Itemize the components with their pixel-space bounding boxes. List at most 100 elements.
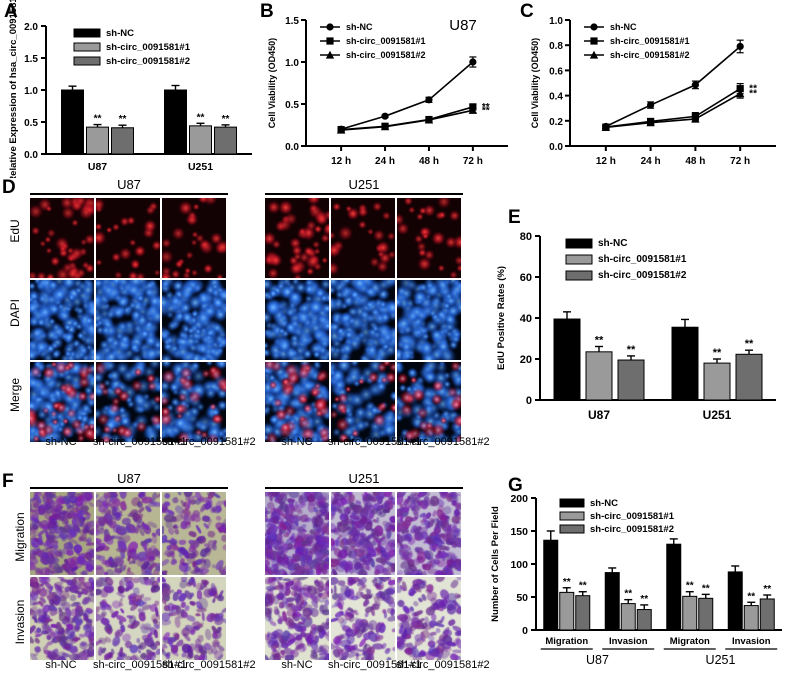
panel-d-image-merge-u251-2	[397, 362, 461, 442]
svg-text:Relative Expression of hsa_cir: Relative Expression of hsa_circ_0091581	[8, 0, 19, 178]
svg-text:sh-circ_0091581#1: sh-circ_0091581#1	[598, 254, 687, 265]
panel-f-image-invasion-u87-2	[162, 577, 226, 660]
panel-d-image-edu-u251-0	[265, 198, 329, 278]
svg-text:60: 60	[520, 272, 532, 284]
panel-d-image-dapi-u251-0	[265, 280, 329, 360]
panel-f-image-invasion-u251-0	[265, 577, 329, 660]
panel-d-image-merge-u87-0	[30, 362, 94, 442]
svg-text:Cell Viability (OD450): Cell Viability (OD450)	[267, 38, 277, 128]
svg-text:sh-circ_0091581#2: sh-circ_0091581#2	[106, 56, 190, 67]
svg-text:**: **	[222, 114, 230, 125]
svg-text:**: **	[197, 112, 205, 123]
panel-f-row-label-migration: Migration	[13, 512, 27, 562]
svg-text:48 h: 48 h	[419, 156, 439, 167]
panel-f-rule-u87	[30, 487, 228, 489]
panel-d-group-title-u87: U87	[117, 177, 141, 192]
panel-f-rule-u251	[265, 487, 463, 489]
panel-f-image-migration-u251-2	[397, 492, 461, 575]
svg-text:0.0: 0.0	[24, 150, 38, 161]
panel-a: A 0.0 0.5 1.0 1.5 2.0 Relative Expression of …	[0, 0, 258, 178]
svg-text:**: **	[624, 589, 632, 600]
svg-text:0.5: 0.5	[285, 100, 299, 111]
panel-f-label: F	[2, 471, 14, 492]
panel-f-row-label-invasion: Invasion	[13, 599, 27, 645]
panel-d-image-edu-u87-1	[96, 198, 160, 278]
svg-text:0.0: 0.0	[285, 142, 299, 153]
svg-text:1.0: 1.0	[285, 58, 299, 69]
svg-text:sh-circ_0091581#2: sh-circ_0091581#2	[598, 270, 687, 281]
svg-text:Migration: Migration	[545, 636, 588, 647]
svg-text:**: **	[482, 105, 490, 116]
svg-text:U251: U251	[188, 161, 213, 173]
panel-d-col-label-u251-nc: sh-NC	[281, 436, 313, 448]
svg-text:U251: U251	[706, 653, 736, 667]
panel-f-image-migration-u87-1	[96, 492, 160, 575]
panel-f-col-label-u251-nc: sh-NC	[281, 659, 313, 671]
svg-text:sh-circ_0091581#1: sh-circ_0091581#1	[346, 36, 426, 46]
panel-d-row-label-dapi: DAPI	[8, 299, 22, 328]
svg-text:12 h: 12 h	[596, 156, 616, 167]
panel-f-col-label-u251-sh1: sh-circ_0091581#1	[328, 659, 422, 671]
panel-f-group-title-u251: U251	[348, 471, 380, 486]
svg-text:**: **	[749, 89, 757, 100]
panel-d-image-edu-u251-2	[397, 198, 461, 278]
svg-text:**: **	[702, 583, 710, 594]
panel-f-image-migration-u251-0	[265, 492, 329, 575]
svg-text:**: **	[627, 344, 636, 356]
panel-a-chart: 0.0 0.5 1.0 1.5 2.0 Relative Expression of hs…	[8, 0, 252, 178]
panel-d-image-merge-u251-0	[265, 362, 329, 442]
panel-f: F U87 U251 Migration Invasion sh-NC sh-c…	[0, 471, 490, 678]
panel-b-label: B	[260, 1, 274, 22]
svg-text:**: **	[119, 114, 127, 125]
panel-f-image-invasion-u87-1	[96, 577, 160, 660]
panel-d-image-edu-u87-0	[30, 198, 94, 278]
svg-text:sh-NC: sh-NC	[598, 238, 627, 249]
panel-d-group-title-u251: U251	[348, 177, 380, 192]
panel-g-chart: 0 50 100 150 200 Number of Cells Per Field ** *…	[490, 493, 782, 667]
svg-text:72 h: 72 h	[730, 156, 750, 167]
svg-text:sh-NC: sh-NC	[590, 498, 618, 509]
svg-text:sh-circ_0091581#2: sh-circ_0091581#2	[610, 50, 690, 60]
svg-text:200: 200	[510, 493, 528, 505]
svg-text:**: **	[482, 102, 490, 113]
svg-text:40: 40	[520, 313, 532, 325]
svg-text:**: **	[763, 584, 771, 595]
panel-f-image-migration-u87-2	[162, 492, 226, 575]
panel-d-image-dapi-u251-2	[397, 280, 461, 360]
svg-text:Cell Viability (OD450): Cell Viability (OD450)	[530, 38, 540, 128]
panel-d-row-label-merge: Merge	[8, 378, 22, 413]
svg-text:150: 150	[510, 526, 528, 538]
svg-text:EdU Positive Rates (%): EdU Positive Rates (%)	[496, 266, 507, 370]
panel-f-image-invasion-u251-2	[397, 577, 461, 660]
svg-text:sh-circ_0091581#2: sh-circ_0091581#2	[346, 50, 426, 60]
panel-d: D U87 U251 EdU DAPI Merge sh-NC sh-circ_…	[0, 177, 490, 470]
svg-text:**: **	[579, 581, 587, 592]
panel-d-label: D	[2, 177, 16, 198]
panel-g: G 0 50 100 150 200 Number of Cells Per Field *…	[470, 472, 787, 678]
svg-text:1.0: 1.0	[549, 16, 563, 27]
svg-text:0.6: 0.6	[549, 66, 563, 77]
svg-text:sh-circ_0091581#1: sh-circ_0091581#1	[590, 511, 675, 522]
panel-f-col-label-u251-sh2: sh-circ_0091581#2	[396, 659, 490, 671]
svg-text:sh-NC: sh-NC	[346, 22, 373, 32]
panel-a-label: A	[4, 1, 18, 22]
svg-text:24 h: 24 h	[375, 156, 395, 167]
svg-text:0.2: 0.2	[549, 117, 563, 128]
svg-text:U251: U251	[703, 408, 732, 422]
panel-d-col-label-u87-nc: sh-NC	[45, 436, 77, 448]
panel-f-col-label-u87-sh1: sh-circ_0091581#1	[93, 659, 187, 671]
svg-text:**: **	[595, 334, 604, 346]
svg-text:sh-NC: sh-NC	[610, 22, 637, 32]
svg-text:**: **	[749, 84, 757, 95]
svg-text:U87: U87	[88, 161, 107, 173]
panel-f-image-invasion-u87-0	[30, 577, 94, 660]
panel-d-rule-u251	[265, 193, 463, 195]
svg-text:0.4: 0.4	[549, 92, 563, 103]
panel-d-row-label-edu: EdU	[8, 219, 22, 243]
panel-d-image-dapi-u87-0	[30, 280, 94, 360]
svg-text:72 h: 72 h	[463, 156, 483, 167]
svg-text:Invasion: Invasion	[732, 636, 771, 647]
panel-d-image-dapi-u87-1	[96, 280, 160, 360]
panel-d-image-merge-u251-1	[331, 362, 395, 442]
svg-text:**: **	[94, 114, 102, 125]
